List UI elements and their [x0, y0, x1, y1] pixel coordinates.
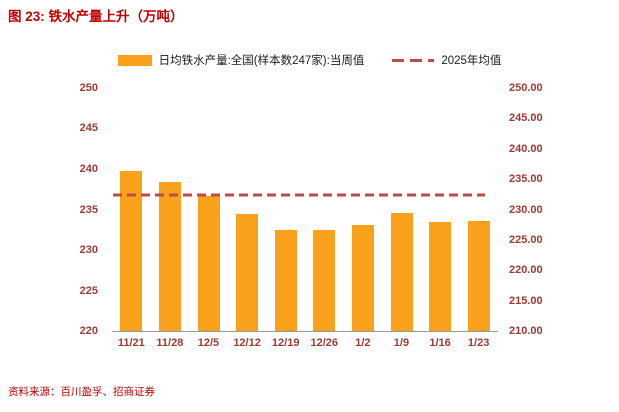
- x-axis-label: 12/12: [233, 337, 261, 349]
- x-axis-label: 11/21: [117, 337, 145, 349]
- bar: [274, 229, 297, 331]
- bar: [236, 214, 259, 331]
- legend-line-label: 2025年均值: [441, 55, 502, 67]
- x-axis-label: 12/26: [310, 337, 339, 349]
- figure-title: 图 23: 铁水产量上升（万吨）: [8, 9, 184, 24]
- y-axis-left: 250 245 240 235 230 225 220: [0, 82, 104, 337]
- y-tick-left: 240: [79, 162, 98, 175]
- bar: [313, 229, 336, 331]
- bar: [120, 171, 143, 331]
- x-axis-label: 1/2: [355, 337, 371, 349]
- y-axis-right: 250.00 245.00 240.00 235.00 230.00 225.00 220.…: [505, 82, 615, 337]
- y-tick-left: 230: [79, 243, 98, 256]
- y-tick-right: 215.00: [509, 294, 543, 307]
- y-tick-left: 220: [79, 325, 98, 337]
- x-axis-labels: 11/21 11/28 12/5 12/12 12/19 12/26 1/2 1/9 1/16 1…: [112, 337, 498, 349]
- y-tick-right: 230.00: [509, 203, 543, 216]
- x-axis-label: 1/23: [467, 337, 490, 349]
- bar: [197, 195, 220, 331]
- legend: 日均铁水产量:全国(样本数247家):当周值 2025年均值: [0, 51, 619, 69]
- x-axis-label: 11/28: [156, 337, 184, 349]
- x-axis-label: 1/9: [393, 337, 410, 349]
- average-dashed-line: [113, 193, 486, 197]
- x-axis-label: 12/19: [271, 337, 300, 349]
- x-axis-label: 1/16: [429, 337, 451, 349]
- legend-item-bar: 日均铁水产量:全国(样本数247家):当周值: [117, 52, 365, 68]
- y-tick-right: 225.00: [509, 233, 543, 246]
- y-tick-right: 250.00: [509, 82, 543, 94]
- legend-bar-label: 日均铁水产量:全国(样本数247家):当周值: [158, 55, 365, 67]
- plot-area: [112, 88, 498, 332]
- legend-item-line: 2025年均值: [392, 52, 501, 68]
- bar: [467, 220, 490, 331]
- source-note: 资料来源：百川盈孚、招商证券: [8, 386, 155, 398]
- y-tick-right: 245.00: [509, 112, 543, 125]
- y-tick-right: 235.00: [509, 173, 543, 186]
- y-tick-left: 250: [79, 82, 98, 94]
- y-tick-left: 245: [79, 122, 98, 135]
- y-tick-left: 225: [79, 284, 98, 297]
- y-tick-right: 240.00: [509, 142, 543, 155]
- y-tick-right: 220.00: [509, 264, 543, 277]
- dashed-line-swatch-icon: [392, 58, 435, 62]
- bar: [429, 221, 452, 331]
- bar: [158, 181, 181, 331]
- y-tick-right: 210.00: [509, 325, 543, 337]
- bar-swatch-icon: [117, 54, 152, 66]
- bar: [390, 212, 413, 331]
- y-tick-left: 235: [79, 203, 98, 216]
- x-axis-label: 12/5: [197, 337, 220, 349]
- bar: [351, 224, 374, 331]
